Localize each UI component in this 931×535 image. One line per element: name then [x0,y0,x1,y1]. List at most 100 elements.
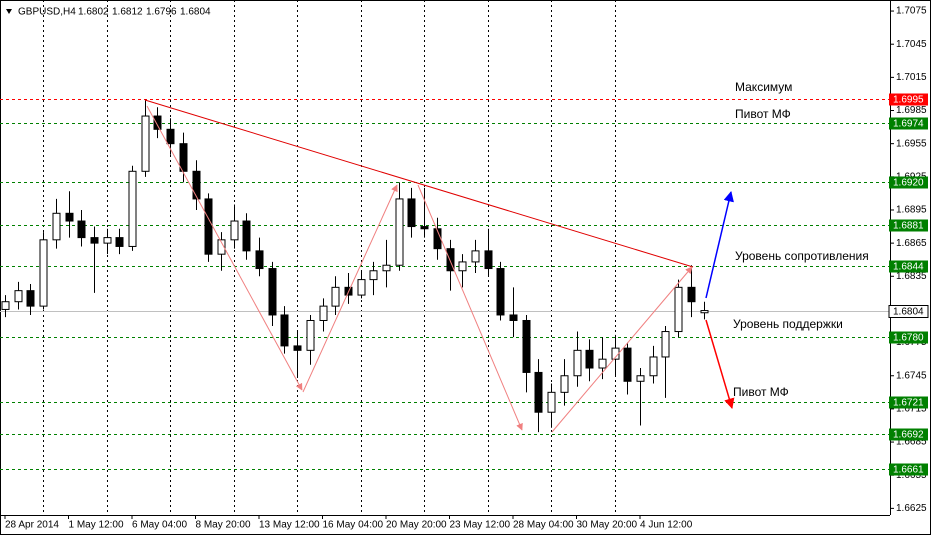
annotation: Пивот МФ [733,385,789,399]
level-tag-label: 1.6692 [893,430,924,441]
annotation: Уровень поддержки [733,317,843,331]
down-arrow [705,319,735,410]
levels [0,99,890,470]
candle-body [496,268,505,316]
chart-title: GBPUSD,H4 [18,7,76,18]
candle-body [661,331,670,358]
candle-body [204,198,213,255]
level-tag-label: 1.6780 [893,333,924,344]
candle-body [420,226,429,230]
candle-body [484,250,493,270]
candle-body [14,290,23,303]
menu-triangle[interactable] [6,9,12,14]
up-arrow [705,190,734,299]
candle-body [369,270,378,281]
candle-body [598,358,607,369]
candle-body [471,250,480,263]
candle-body [65,212,74,222]
level-tag [889,219,928,232]
candle-body [509,314,518,321]
y-tick-label: 1.6685 [896,437,927,448]
x-tick-label: 13 May 12:00 [259,520,320,531]
candle-body [319,305,328,321]
level-tag [889,117,928,130]
level-tag [889,331,928,344]
y-tick-label: 1.6835 [896,271,927,282]
candle-body [585,349,594,369]
candle-body [115,237,124,247]
y-tick-label: 1.6745 [896,370,927,381]
y-tick-label: 1.7015 [896,72,927,83]
wave-arrow [146,105,303,391]
candle-body [395,198,404,266]
level-tag-label: 1.6721 [893,398,924,409]
candle-body [242,220,251,252]
candle-body [674,286,683,333]
level-tag-label: 1.6844 [893,262,924,273]
candle-body [39,239,48,307]
level-tag-label: 1.6995 [893,95,924,106]
candle-body [90,237,99,244]
candle-body [331,286,340,307]
x-tick-label: 28 May 04:00 [513,520,574,531]
candle-body [649,356,658,377]
candle-body [230,220,239,241]
candle-body [382,264,391,272]
candles [1,99,709,433]
candle-body [573,349,582,377]
candle-body [52,212,61,241]
annotation: Уровень сопротивления [735,249,869,263]
candle-body [458,261,467,272]
level-tag-label: 1.6974 [893,119,924,130]
current-price-tag [888,305,929,318]
x-tick-label: 16 May 04:00 [323,520,384,531]
y-tick-label: 1.6895 [896,205,927,216]
x-tick-label: 6 May 04:00 [132,520,187,531]
y-tick-label: 1.6955 [896,138,927,149]
candle-body [166,128,175,145]
x-tick-label: 4 Jun 12:00 [640,520,693,531]
x-tick-label: 1 May 12:00 [69,520,124,531]
candle-body [192,170,201,200]
candle-body [560,375,569,393]
level-tag [889,463,928,476]
level-tag [889,176,928,189]
candle-body [103,237,112,244]
y-tick-label: 1.6715 [896,404,927,415]
wave-arrow [417,184,523,431]
candle-body [141,115,150,172]
annotation: Максимум [735,80,792,94]
candle-body [446,248,455,272]
header-high: 1.6812 [112,7,143,18]
level-tag-label: 1.6661 [893,465,924,476]
candle-body [534,371,543,413]
header-open: 1.6802 [78,7,109,18]
level-tag [889,93,928,106]
candle-body [636,375,645,382]
candle-body [153,115,162,130]
x-tick-label: 8 May 20:00 [196,520,251,531]
grid [43,0,616,515]
candle-body [547,391,556,413]
level-tag [889,396,928,409]
level-tag-label: 1.6881 [893,221,924,232]
candle-body [407,198,416,228]
candle-body [1,301,10,310]
y-tick-label: 1.6985 [896,105,927,116]
wave-arrow [551,266,693,433]
candle-body [700,310,709,314]
level-tag-label: 1.6920 [893,178,924,189]
candle-body [687,286,696,303]
header-low: 1.6796 [146,7,177,18]
axis: 1.70751.70451.70151.69851.69551.69251.68… [4,6,929,531]
level-tag [889,428,928,441]
candle-body [306,319,315,351]
candle-body [293,345,302,351]
y-tick-label: 1.7075 [896,6,927,17]
x-tick-label: 30 May 20:00 [577,520,638,531]
current-price-label: 1.6804 [893,307,924,318]
drawings [144,99,735,433]
x-tick-label: 20 May 20:00 [386,520,447,531]
